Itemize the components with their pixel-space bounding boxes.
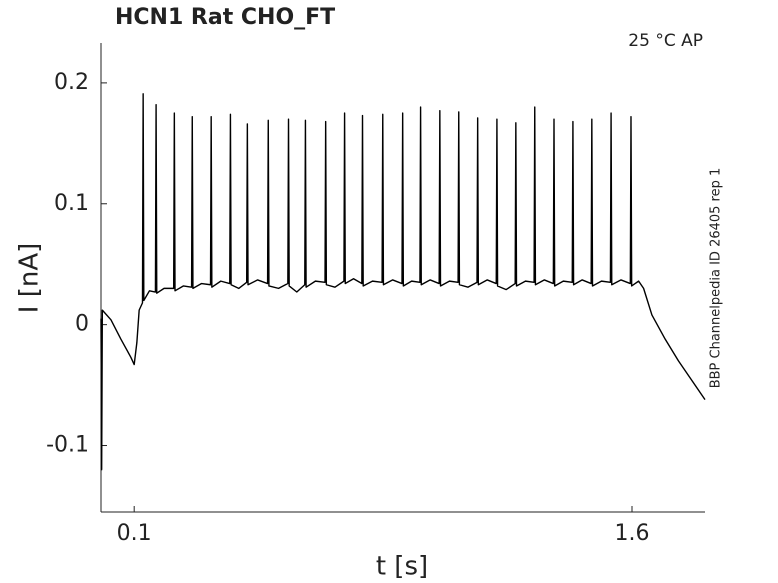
y-tick-label: -0.1: [46, 433, 89, 458]
x-axis-label: t [s]: [376, 552, 428, 582]
trace: [100, 93, 706, 471]
x-tick-label: 0.1: [117, 521, 152, 546]
side-note: BBP Channelpedia ID 26405 rep 1: [709, 168, 724, 389]
y-tick-label: 0.1: [54, 191, 89, 216]
y-axis-label: I [nA]: [15, 243, 45, 313]
annotation: 25 °C AP: [628, 31, 703, 51]
x-tick-label: 1.6: [614, 521, 649, 546]
y-tick-label: 0.2: [54, 70, 89, 95]
y-tick-label: 0: [75, 312, 89, 337]
chart-title: HCN1 Rat CHO_FT: [115, 5, 335, 30]
